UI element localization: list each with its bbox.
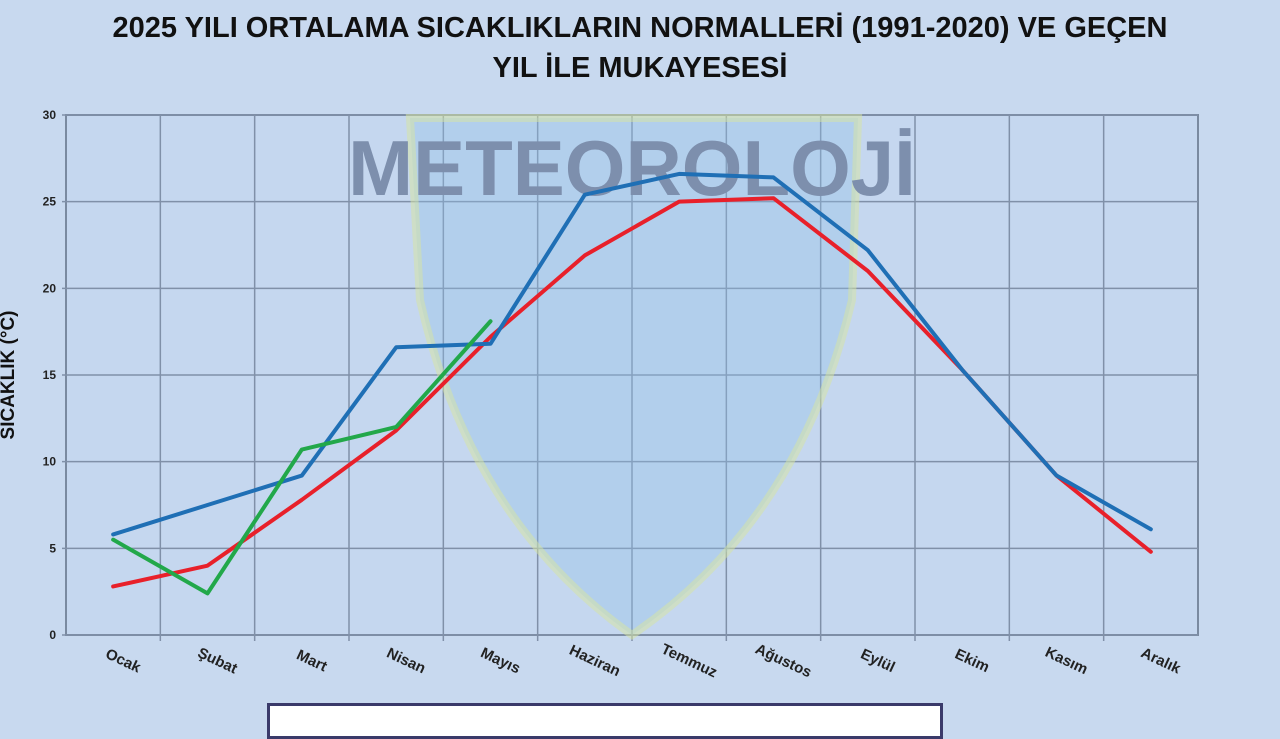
data-point — [489, 342, 492, 346]
y-tick-label: 15 — [43, 368, 57, 382]
meteoroloji-logo-watermark: METEOROLOJİ — [348, 114, 916, 640]
series-line-2 — [111, 171, 1153, 537]
y-tick-label: 20 — [43, 281, 57, 295]
line-chart: METEOROLOJİ 0 5 10 15 20 25 30 Ocak Şubat Mart Ni… — [0, 108, 1199, 682]
data-point — [677, 172, 681, 176]
x-tick-label: Nisan — [384, 645, 428, 678]
x-tick-label: Şubat — [195, 644, 240, 677]
data-point — [206, 591, 209, 595]
data-point — [300, 448, 304, 452]
y-tick-label: 0 — [49, 628, 56, 642]
y-tick-label: 10 — [43, 455, 57, 469]
data-point — [1055, 474, 1058, 478]
x-tick-label: Aralık — [1138, 644, 1184, 677]
legend-box — [267, 703, 943, 739]
data-point — [866, 269, 870, 273]
y-tick-label: 30 — [43, 108, 57, 122]
data-point — [772, 196, 775, 200]
data-point — [300, 498, 304, 502]
x-tick-label: Haziran — [567, 642, 623, 680]
watermark-text: METEOROLOJİ — [348, 124, 916, 212]
data-point — [960, 368, 964, 372]
y-axis-label: SICAKLIK (°C) — [0, 311, 19, 440]
data-point — [111, 532, 115, 536]
x-tick-label: Mart — [294, 647, 330, 676]
x-tick-label: Ekim — [952, 646, 992, 677]
data-point — [206, 564, 209, 568]
data-point — [206, 503, 209, 507]
data-point — [677, 200, 681, 204]
data-point — [772, 175, 775, 179]
data-point — [866, 248, 870, 252]
x-tick-label: Kasım — [1042, 644, 1090, 678]
data-point — [489, 319, 492, 323]
data-point — [1149, 550, 1153, 554]
data-point — [300, 474, 304, 478]
x-tick-label: Mayıs — [478, 644, 523, 677]
data-point — [583, 253, 587, 257]
y-tick-label: 25 — [43, 195, 57, 209]
data-point — [394, 428, 398, 432]
x-tick-label: Eylül — [858, 646, 898, 677]
chart-title: 2025 YILI ORTALAMA SICAKLIKLARIN NORMALL… — [112, 12, 1168, 84]
data-point — [111, 538, 115, 542]
data-point — [583, 193, 587, 197]
data-point — [111, 584, 115, 588]
data-point — [394, 345, 398, 349]
x-tick-label: Ocak — [103, 645, 144, 676]
x-tick-label: Temmuz — [658, 641, 719, 682]
y-tick-label: 5 — [49, 541, 56, 555]
data-point — [1149, 527, 1153, 531]
x-tick-label: Ağustos — [753, 641, 815, 682]
data-point — [489, 335, 492, 339]
data-point — [394, 425, 398, 429]
